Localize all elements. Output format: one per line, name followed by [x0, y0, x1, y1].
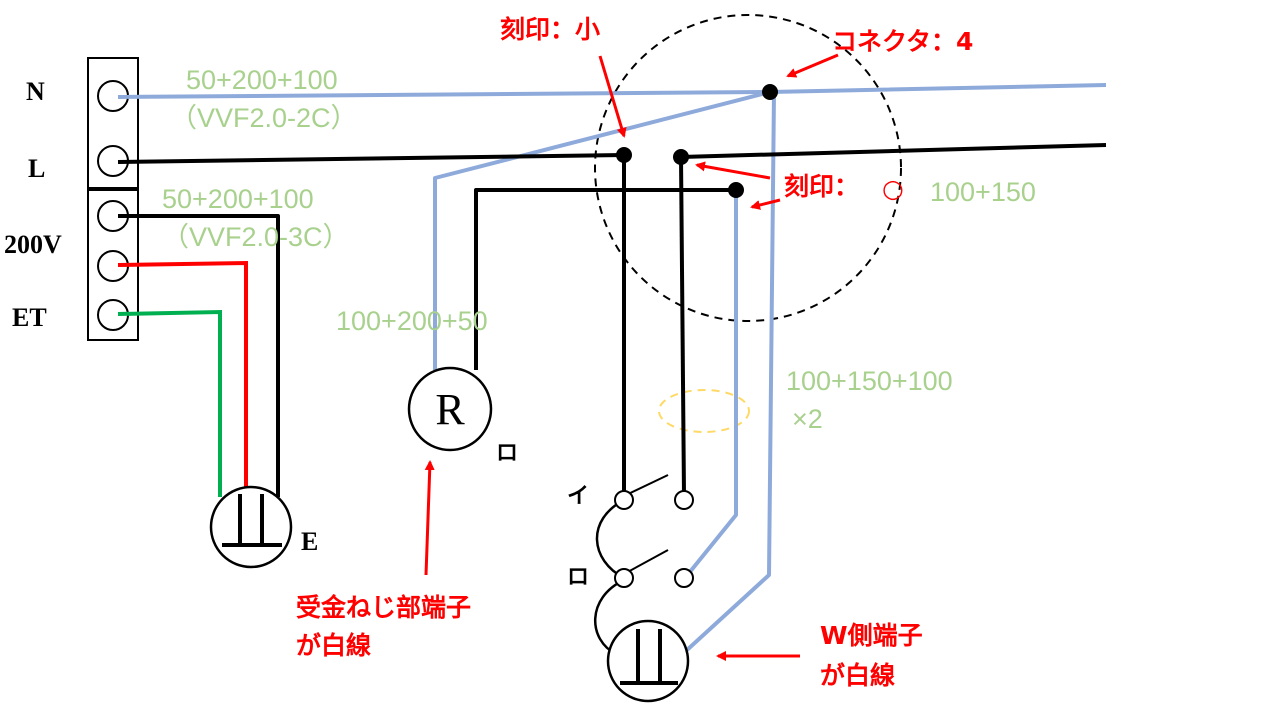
terminal-block — [87, 57, 139, 341]
switch-i — [614, 474, 694, 510]
white-wire-switch-ro — [683, 190, 738, 580]
spec-outlet-run: 100+150 — [930, 177, 1036, 207]
black-wire-through — [680, 143, 1107, 159]
junction-dot-l — [616, 147, 632, 163]
switch-i-lever — [623, 474, 669, 497]
arrow-stamp-small — [598, 55, 627, 138]
green-wire-earth — [117, 309, 222, 497]
annotation-outlet-terminal-2: が白線 — [820, 661, 895, 690]
outlet-100v — [606, 619, 690, 703]
switch-ro-terminal-load — [674, 568, 694, 588]
earth-outlet-suffix: E — [301, 527, 318, 556]
white-wire-outlet — [685, 91, 776, 652]
arrow-stamp-o-lower — [750, 198, 781, 210]
jumper-i-ro — [595, 498, 625, 580]
terminal-label-200v: 200V — [4, 230, 62, 259]
switch-ro-label: ロ — [567, 565, 589, 590]
terminal-label-n: N — [26, 77, 45, 106]
switch-i-label: イ — [567, 484, 589, 509]
terminal-label-et: ET — [12, 303, 47, 332]
spec-switch-run: 100+150+100 — [786, 366, 953, 396]
black-wires — [117, 143, 1107, 497]
earth-outlet-200v — [209, 485, 293, 569]
lamp-suffix: ロ — [496, 441, 518, 466]
annotation-outlet-terminal-1: W側端子 — [820, 621, 923, 650]
black-wire-switch-i — [679, 156, 686, 496]
spec-switch-count: ×2 — [792, 404, 823, 434]
outlet-100v-body — [606, 619, 690, 703]
lamp-letter: R — [435, 385, 465, 434]
spec-200v-cable: （VVF2.0-3C） — [162, 222, 350, 252]
switch-i-terminal-common — [614, 490, 634, 510]
switch-ro-terminal-common — [614, 568, 634, 588]
junction-dot-lamp — [728, 182, 744, 198]
terminal-block-nl — [87, 57, 139, 189]
junction-box-circle — [594, 14, 902, 322]
black-wire-l — [117, 153, 625, 164]
arrow-stamp-o-upper — [695, 161, 771, 180]
annotation-stamp-mark: ○ — [882, 174, 904, 203]
switch-i-terminal-load — [674, 490, 694, 510]
ring-connector-mark — [658, 389, 750, 433]
spec-200v-run: 50+200+100 — [162, 184, 314, 214]
annotation-lamp-terminal-1: 受金ねじ部端子 — [296, 593, 471, 622]
annotation-stamp-small: 刻印：小 — [500, 15, 600, 44]
junction-dot-through — [673, 149, 689, 165]
red-wire-200v — [117, 260, 248, 497]
black-wire-lamp — [474, 188, 736, 370]
spec-n-l-cable: （VVF2.0-2C） — [170, 103, 358, 133]
black-wire-200v — [118, 214, 280, 497]
switch-ro — [614, 549, 694, 588]
earth-outlet-body — [209, 485, 293, 569]
switch-ro-lever — [623, 549, 669, 575]
annotation-lamp-terminal-2: が白線 — [296, 631, 371, 660]
lamp-receptacle — [407, 366, 493, 452]
jumper-ro-outlet — [594, 578, 625, 656]
junction-dot-n — [762, 84, 778, 100]
spec-lamp-run: 100+200+50 — [336, 306, 488, 336]
annotation-connector: コネクタ：4 — [832, 27, 973, 56]
annotation-stamp-prefix: 刻印： — [784, 172, 859, 201]
white-wire-lamp — [433, 90, 771, 370]
spec-n-l-run: 50+200+100 — [186, 65, 338, 95]
terminal-label-l: L — [28, 154, 45, 183]
arrow-lamp-terminal — [424, 460, 435, 576]
arrow-connector — [786, 53, 839, 78]
